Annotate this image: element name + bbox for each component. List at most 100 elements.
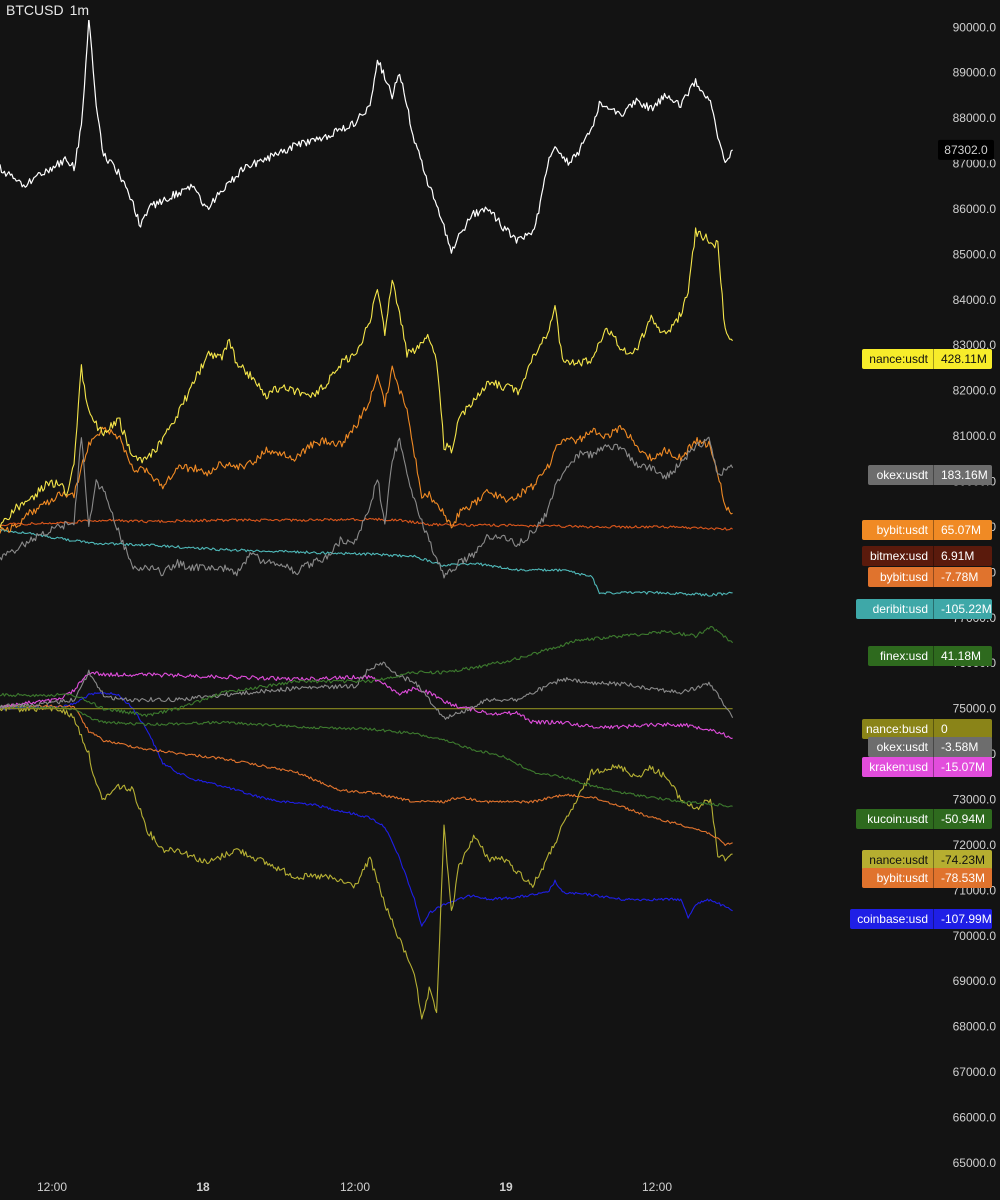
tag-kraken-usd[interactable]: kraken:usd -15.07M [862,757,992,777]
tag-kucoin-usdt-label: kucoin:usdt [867,812,928,826]
tag-kraken-usd-divider [933,757,934,777]
tag-bybit-usd-label: bybit:usd [880,570,928,584]
series-line-okex-usdt [0,436,734,579]
series-line-deribit-usd [0,527,733,597]
tag-bybit-usdt-value: 65.07M [941,523,981,537]
price-tick-label: 73000.0 [953,793,997,807]
series-line-btcusd [0,18,733,254]
price-tick-label: 70000.0 [953,929,997,943]
tag-deribit-usd-bg [856,599,992,619]
tag-nance-usdt-2-value: -74.23M [941,853,985,867]
tag-nance-usdt-2-divider [933,850,934,870]
tag-deribit-usd-value: -105.22M [941,602,992,616]
tag-okex-usdt-2-label: okex:usdt [877,740,929,754]
series-line-nance-usdt-perp [0,704,733,1020]
tag-kraken-usd-bg [862,757,992,777]
price-tick-label: 82000.0 [953,384,997,398]
tag-kucoin-usdt-value: -50.94M [941,812,985,826]
series-line-okex-usdt-perp [0,661,734,720]
tag-bitmex-usd-divider [933,546,934,566]
series-line-kucoin-usdt [0,705,733,808]
tag-okex-usdt-2-divider [933,737,934,757]
symbol-header: BTCUSD 1m [0,0,102,20]
price-tick-label: 81000.0 [953,429,997,443]
tag-nance-busd-value: 0 [941,722,948,736]
tag-coinbase-usd-divider [933,909,934,929]
tag-deribit-usd-divider [933,599,934,619]
time-tick-label: 12:00 [340,1180,370,1194]
tag-finex-usd-bg [868,646,992,666]
tag-coinbase-usd[interactable]: coinbase:usd -107.99M [850,909,992,929]
tag-nance-usdt-2[interactable]: nance:usdt -74.23M [862,850,992,870]
time-tick-label: 19 [499,1180,513,1194]
price-tick-label: 83000.0 [953,338,997,352]
tag-nance-usdt[interactable]: nance:usdt 428.11M [862,349,992,369]
price-tick-label: 88000.0 [953,111,997,125]
tag-bitmex-usd[interactable]: bitmex:usd 6.91M [862,546,992,566]
tag-finex-usd[interactable]: finex:usd 41.18M [868,646,992,666]
series-line-nance-usdt [0,227,733,529]
tag-bybit-usd-divider [933,567,934,587]
price-tick-label: 87000.0 [953,157,997,171]
tag-kucoin-usdt-divider [933,809,934,829]
tag-kraken-usd-value: -15.07M [941,760,985,774]
tag-bybit-usd-bg [868,567,992,587]
time-axis[interactable]: 12:00 18 12:00 19 12:00 [37,1180,672,1194]
tag-bybit-usdt-2-label: bybit:usdt [877,871,929,885]
time-tick-label: 12:00 [37,1180,67,1194]
tag-nance-usdt-bg [862,349,992,369]
last-price-tag: 87302.0 [938,139,994,160]
tag-nance-usdt-2-label: nance:usdt [869,853,928,867]
tag-bybit-usdt-2-divider [933,868,934,888]
tag-bybit-usdt-divider [933,520,934,540]
tag-nance-busd-divider [933,719,934,739]
tag-bybit-usdt-2-bg [862,868,992,888]
tag-okex-usdt-2[interactable]: okex:usdt -3.58M [868,737,992,757]
tag-bitmex-usd-label: bitmex:usd [870,549,928,563]
tag-bybit-usd[interactable]: bybit:usd -7.78M [868,567,992,587]
tag-bitmex-usd-bg [862,546,992,566]
tag-okex-usdt[interactable]: okex:usdt 183.16M [868,465,992,485]
time-tick-label: 18 [196,1180,210,1194]
price-tick-label: 89000.0 [953,66,997,80]
tag-nance-usdt-value: 428.11M [941,352,987,366]
series-line-finex-usd [0,626,734,718]
tag-coinbase-usd-label: coinbase:usd [857,912,928,926]
tag-okex-usdt-label: okex:usdt [877,468,929,482]
tag-bybit-usdt-bg [862,520,992,540]
tag-coinbase-usd-bg [850,909,992,929]
tag-bybit-usdt-2-value: -78.53M [941,871,985,885]
price-tick-label: 86000.0 [953,202,997,216]
tag-bybit-usd-value: -7.78M [941,570,978,584]
tag-bybit-usdt-label: bybit:usdt [877,523,929,537]
tag-coinbase-usd-value: -107.99M [941,912,992,926]
series-line-bybit-usdt-perp [0,704,733,846]
tag-nance-busd[interactable]: nance:busd 0 [862,719,992,739]
price-tick-label: 84000.0 [953,293,997,307]
tag-kucoin-usdt-bg [856,809,992,829]
tag-finex-usd-label: finex:usd [880,649,928,663]
tag-finex-usd-divider [933,646,934,666]
tag-nance-usdt-divider [933,349,934,369]
time-tick-label: 12:00 [642,1180,672,1194]
tag-finex-usd-value: 41.18M [941,649,981,663]
price-tick-label: 85000.0 [953,247,997,261]
symbol-interval: 1m [69,2,90,18]
tag-bybit-usdt-2[interactable]: bybit:usdt -78.53M [862,868,992,888]
series-line-bitmex-usd [0,517,733,531]
tag-okex-usdt-2-value: -3.58M [941,740,978,754]
tag-okex-usdt-value: 183.16M [941,468,988,482]
price-tick-label: 72000.0 [953,838,997,852]
indicator-tags: nance:usdt 428.11M okex:usdt 183.16M bybit:u… [850,349,992,929]
series-line-coinbase-usd [0,691,733,927]
price-tick-label: 66000.0 [953,1110,997,1124]
price-tick-label: 65000.0 [953,1156,997,1170]
price-axis[interactable]: 90000.0 89000.0 88000.0 87000.0 86000.0 85000… [953,20,997,1170]
series-group [0,18,734,1020]
tag-nance-usdt-2-bg [862,850,992,870]
tag-kucoin-usdt[interactable]: kucoin:usdt -50.94M [856,809,992,829]
tag-okex-usdt-bg [868,465,992,485]
tag-bybit-usdt[interactable]: bybit:usdt 65.07M [862,520,992,540]
tag-deribit-usd[interactable]: deribit:usd -105.22M [856,599,992,619]
